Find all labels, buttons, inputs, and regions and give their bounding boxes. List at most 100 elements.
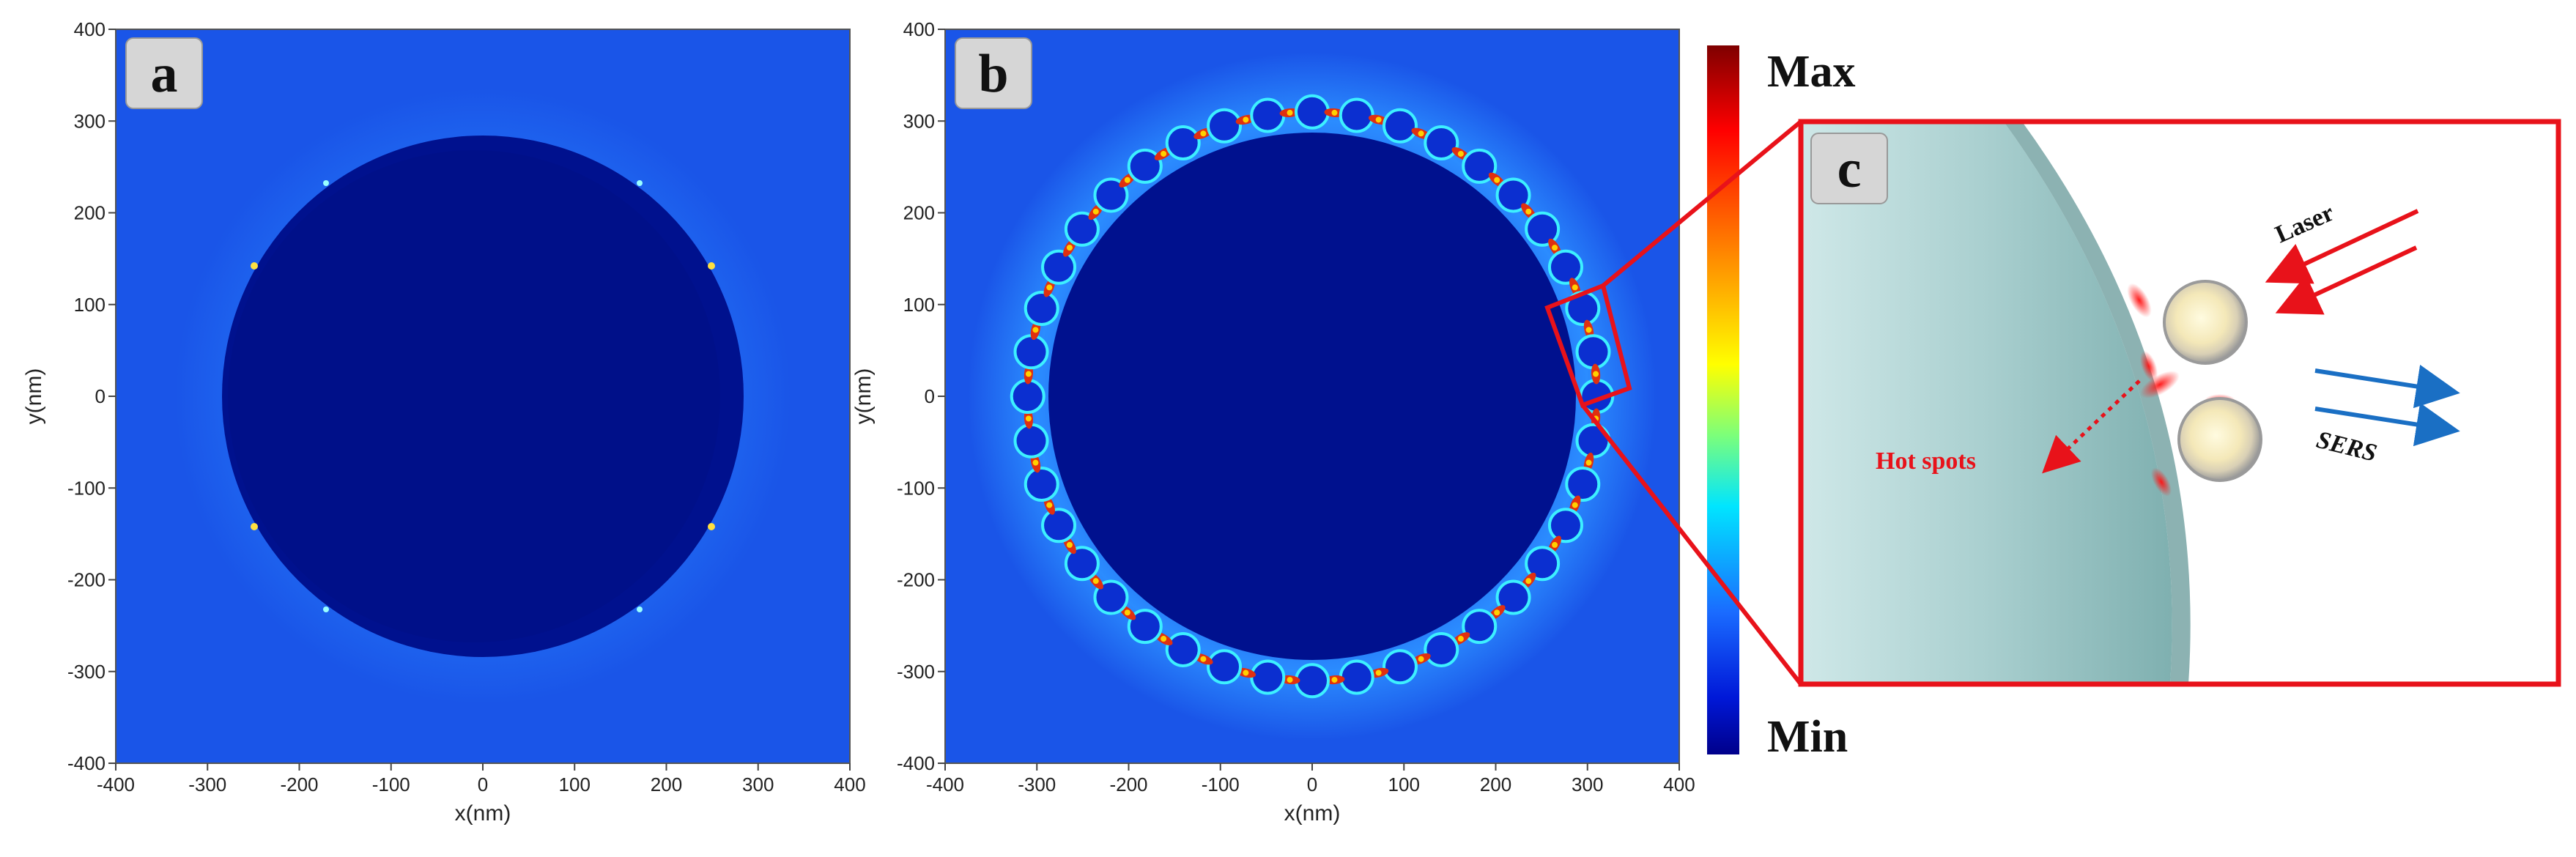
nanoparticle — [1382, 108, 1418, 144]
nanoparticle — [1024, 466, 1059, 502]
y-tick-label: 100 — [74, 294, 106, 316]
x-axis-label: x(nm) — [455, 801, 511, 826]
nanoparticle — [1041, 508, 1077, 543]
y-tick-label: -400 — [67, 752, 106, 774]
y-tick-label: 0 — [925, 385, 935, 407]
nanoparticle — [1024, 291, 1059, 327]
hotspots-label: Hot spots — [1876, 448, 1976, 475]
gap-hotspot-core — [1046, 502, 1053, 508]
gap-hotspot-core — [1200, 130, 1207, 137]
y-axis-label: y(nm) — [22, 368, 46, 425]
zoom-region-box — [1544, 282, 1632, 408]
shell-rim — [2003, 122, 2191, 684]
nanoparticle — [1547, 508, 1583, 543]
gap-hotspot-core — [1494, 609, 1500, 616]
sers-arrow — [2314, 364, 2460, 409]
colorbar-min-label: Min — [1767, 712, 1848, 762]
x-tick-label: 400 — [1663, 773, 1695, 795]
gap-hotspot-core — [1375, 669, 1382, 676]
nanoparticle — [1250, 97, 1286, 133]
panel-a: -400-400 -300 -300 -200 -200 -100 -100 0 0 100 100… — [22, 18, 866, 826]
nanoparticle — [1424, 631, 1459, 667]
gap-hotspot-core — [1457, 636, 1464, 642]
nanoparticle — [1495, 579, 1531, 615]
edge-hotspots-a — [251, 180, 715, 612]
x-tick-label: -300 — [1018, 773, 1056, 795]
core-region — [1048, 133, 1576, 660]
gap-hotspot-core — [1494, 177, 1500, 183]
gap-hotspot-core — [1243, 669, 1249, 676]
gap-hotspot-core — [1525, 578, 1532, 585]
hotspot — [2151, 467, 2172, 497]
sers-arrow — [2314, 402, 2460, 447]
panel-label-box — [955, 37, 1032, 109]
nanoparticle — [1424, 125, 1459, 161]
nanoparticle — [1575, 334, 1611, 370]
nanoparticle-ring — [1010, 94, 1615, 699]
nanoparticle — [1127, 609, 1163, 645]
x-tick-label: -300 — [188, 773, 226, 795]
axes-a: -400-400 -300 -300 -200 -200 -100 -100 0 0 100 100… — [67, 18, 866, 795]
colorbar-max-label: Max — [1767, 47, 1856, 97]
y-tick-label: 100 — [903, 294, 935, 316]
nanoparticle — [1127, 148, 1163, 184]
gap-hotspot-core — [1331, 109, 1338, 116]
x-tick-label: 300 — [742, 773, 774, 795]
gap-hotspot-core — [1032, 327, 1039, 333]
x-tick-label: -100 — [1202, 773, 1240, 795]
gap-hotspot-core — [1025, 415, 1032, 422]
nanoparticle — [1565, 466, 1601, 502]
gap-hotspot-core — [1525, 208, 1532, 215]
x-tick-label: -100 — [372, 773, 410, 795]
nanoparticle — [1093, 579, 1129, 615]
nanoparticle — [1295, 663, 1330, 699]
y-tick-label: 300 — [903, 110, 935, 132]
panel-label: c — [1837, 139, 1862, 199]
hotspot — [2127, 283, 2152, 318]
y-tick-label: 400 — [74, 18, 106, 40]
gap-hotspot-core — [1457, 150, 1464, 157]
zoom-panel-frame — [1798, 119, 2561, 687]
nanoparticle — [1382, 649, 1418, 685]
nanoparticle — [1165, 125, 1201, 161]
zoom-connector-bottom — [1580, 404, 1803, 686]
nanoparticle — [1013, 334, 1049, 370]
gap-hotspot-core — [1287, 677, 1293, 683]
gap-hotspot-core — [1161, 636, 1167, 642]
y-tick-label: 400 — [903, 18, 935, 40]
panel-b: -400-400 -300 -300 -200 -200 -100 -100 0 0 100 100… — [851, 18, 1695, 826]
colorbar-gradient — [1707, 45, 1739, 754]
gap-hotspot-core — [1287, 109, 1293, 116]
gap-hotspot-core — [1375, 116, 1382, 123]
colorbar: Max Min — [1707, 45, 1856, 762]
y-tick-label: 300 — [74, 110, 106, 132]
gap-hotspot-core — [1572, 284, 1578, 291]
x-axis-label: x(nm) — [1284, 801, 1341, 826]
gap-hotspot-core — [1046, 284, 1053, 291]
nanoparticle — [1064, 546, 1100, 582]
nanoparticle — [1462, 609, 1498, 645]
gap-hotspot-core — [1418, 130, 1424, 137]
panel-label: b — [978, 44, 1008, 104]
nanoparticle — [1339, 659, 1374, 695]
gap-hotspot-core — [1552, 245, 1558, 251]
panel-label-box — [125, 37, 203, 109]
y-tick-label: 200 — [903, 202, 935, 224]
hotspot — [2140, 371, 2180, 398]
hotspot — [2139, 351, 2158, 382]
gap-hotspot-core — [1243, 116, 1249, 123]
nanoparticle — [1575, 423, 1611, 459]
y-tick-label: 200 — [74, 202, 106, 224]
nanoparticle — [1525, 546, 1561, 582]
nanoparticle — [1339, 97, 1374, 133]
gap-hotspot-core — [1418, 656, 1424, 662]
y-tick-label: -200 — [897, 569, 935, 591]
gap-hotspot-core — [1552, 541, 1558, 548]
gap-hotspot-core — [1066, 541, 1073, 548]
gap-hotspot-core — [1124, 609, 1130, 616]
gap-hotspot-core — [1585, 327, 1592, 333]
x-tick-label: 100 — [559, 773, 591, 795]
y-axis-label: y(nm) — [851, 368, 876, 425]
nanoparticle — [1041, 249, 1077, 285]
y-tick-label: -300 — [897, 661, 935, 683]
